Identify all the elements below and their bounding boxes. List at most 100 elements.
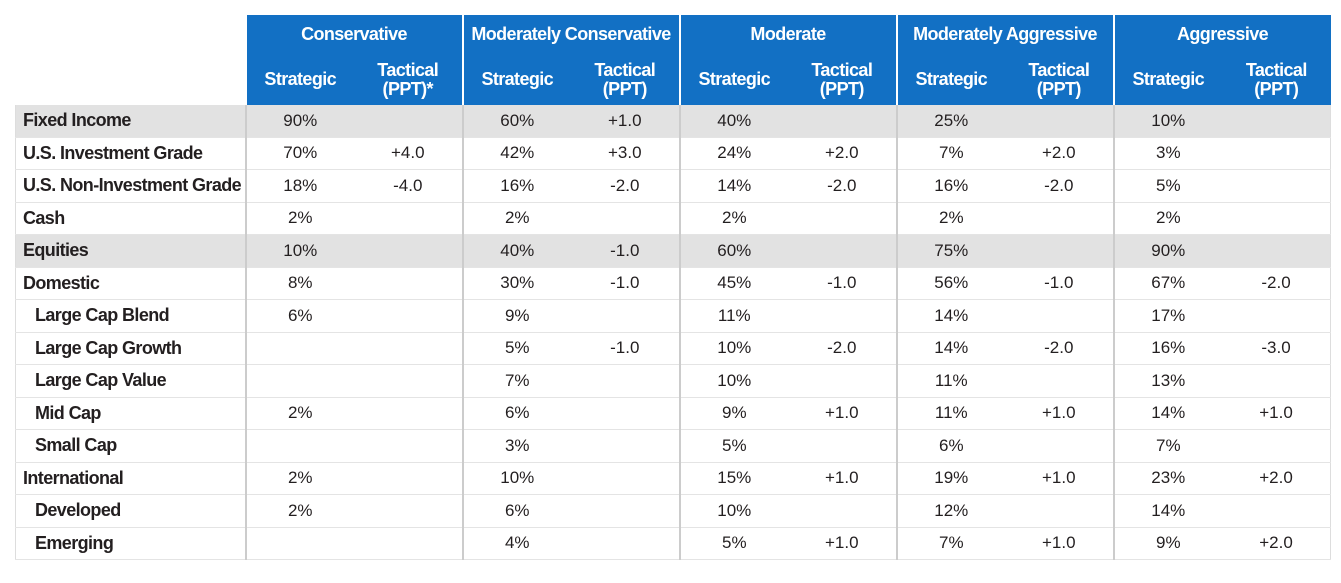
cell: 2% [244,202,354,235]
cell [244,332,354,365]
cell: 14% [895,299,1006,333]
row-label: Mid Cap [15,397,246,430]
cell: 10% [1112,105,1223,138]
cell [788,364,897,398]
cell: +2.0 [788,137,897,170]
cell [571,202,680,235]
row-label: Equities [15,234,246,268]
cell: -2.0 [788,332,897,365]
row-label: Small Cap [15,429,246,463]
cell: +1.0 [788,527,897,560]
cell [788,202,897,235]
cell: 16% [1112,332,1223,365]
cell [571,429,680,463]
cell: +2.0 [1005,137,1114,170]
row-label: U.S. Investment Grade [15,137,246,170]
cell: 5% [678,527,789,560]
cell: 7% [461,364,572,398]
cell: +1.0 [1005,397,1114,430]
cell: 3% [461,429,572,463]
group-header: Moderately Aggressive [895,15,1114,54]
cell [354,397,463,430]
table-row: Emerging 4% 5% +1.0 7% +1.0 9% +2.0 [15,527,1332,560]
cell: 5% [461,332,572,365]
cell: 16% [895,169,1006,203]
cell: 56% [895,267,1006,300]
cell: 10% [678,494,789,528]
cell [244,364,354,398]
cell [1222,364,1332,398]
cell: 10% [244,234,354,268]
cell: 40% [678,105,789,138]
cell: 5% [678,429,789,463]
sub-header: Strategic [1112,54,1223,105]
cell: -2.0 [788,169,897,203]
cell: 17% [1112,299,1223,333]
table-row: Small Cap 3% 5% 6% 7% [15,429,1332,463]
cell: -1.0 [571,332,680,365]
cell [354,332,463,365]
cell: 2% [244,397,354,430]
cell: 9% [1112,527,1223,560]
cell [571,397,680,430]
cell [354,299,463,333]
row-label: Domestic [15,267,246,300]
cell [1005,202,1114,235]
cell [354,364,463,398]
cell: 6% [244,299,354,333]
cell [354,494,463,528]
sub-header: Tactical (PPT)* [354,54,463,105]
row-label: Fixed Income [15,105,246,138]
cell [354,202,463,235]
cell: 10% [678,332,789,365]
cell: 75% [895,234,1006,268]
cell: 2% [461,202,572,235]
group-header: Aggressive [1112,15,1331,54]
cell: 3% [1112,137,1223,170]
sub-header: Strategic [461,54,572,105]
cell: 8% [244,267,354,300]
cell: 42% [461,137,572,170]
cell [1222,169,1332,203]
cell [1222,429,1332,463]
cell [1222,299,1332,333]
cell [1222,202,1332,235]
row-label: Developed [15,494,246,528]
cell: 6% [895,429,1006,463]
row-label: Cash [15,202,246,235]
table-row: Mid Cap 2% 6% 9% +1.0 11% +1.0 14% +1.0 [15,397,1332,430]
cell [1222,234,1332,268]
cell: 6% [461,494,572,528]
cell: +1.0 [1005,527,1114,560]
cell: 10% [461,462,572,495]
table-row: Developed 2% 6% 10% 12% 14% [15,494,1332,528]
table-row: Large Cap Blend 6% 9% 11% 14% 17% [15,299,1332,333]
cell [354,462,463,495]
cell: 67% [1112,267,1223,300]
sub-header: Strategic [678,54,789,105]
cell [354,234,463,268]
sub-header: Tactical (PPT) [1005,54,1114,105]
cell: 10% [678,364,789,398]
cell: -2.0 [1005,332,1114,365]
cell: +1.0 [788,462,897,495]
cell: 90% [244,105,354,138]
cell [788,299,897,333]
cell: +3.0 [571,137,680,170]
table-row: Large Cap Value 7% 10% 11% 13% [15,364,1332,398]
cell: 11% [895,397,1006,430]
cell [244,429,354,463]
cell [571,462,680,495]
row-label: Large Cap Growth [15,332,246,365]
row-label: Large Cap Blend [15,299,246,333]
cell [354,105,463,138]
table-row: Large Cap Growth 5% -1.0 10% -2.0 14% -2.0 16% -… [15,332,1332,365]
corner [15,15,246,54]
allocation-table: Conservative Moderately Conservative Moder… [15,15,1332,560]
group-header: Conservative [244,15,463,54]
cell: 15% [678,462,789,495]
cell: 40% [461,234,572,268]
table-body: Fixed Income 90% 60% +1.0 40% 25% 10% U.S. Inve… [15,105,1332,560]
table-row: Fixed Income 90% 60% +1.0 40% 25% 10% [15,105,1332,138]
cell: 7% [1112,429,1223,463]
